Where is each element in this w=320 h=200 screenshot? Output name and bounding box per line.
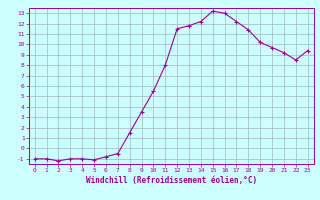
X-axis label: Windchill (Refroidissement éolien,°C): Windchill (Refroidissement éolien,°C) — [86, 176, 257, 185]
